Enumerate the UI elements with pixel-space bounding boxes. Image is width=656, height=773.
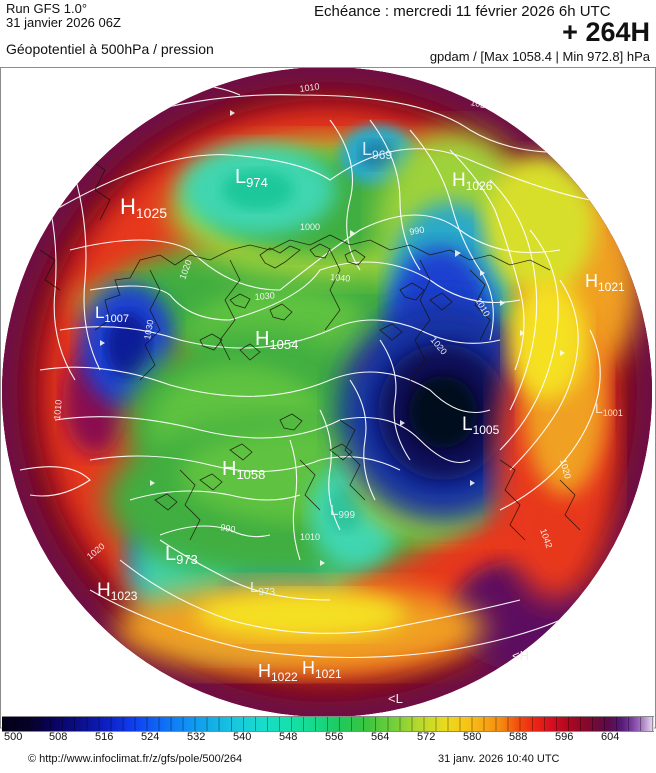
svg-text:1010: 1010	[300, 532, 320, 542]
svg-text:1010: 1010	[539, 110, 561, 126]
svg-text:<H: <H	[512, 648, 529, 663]
svg-text:<L: <L	[388, 691, 403, 706]
svg-text:1010: 1010	[52, 399, 64, 420]
svg-text:1000: 1000	[300, 222, 320, 232]
svg-text:1040: 1040	[330, 272, 351, 284]
svg-text:1030: 1030	[254, 290, 275, 302]
